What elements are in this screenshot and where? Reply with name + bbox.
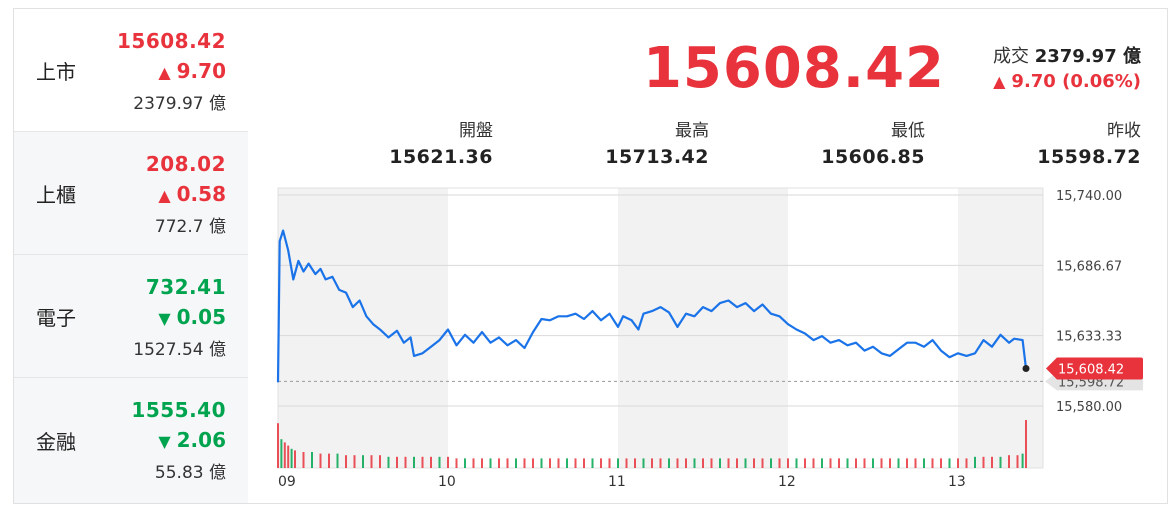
index-price: 15608.42	[116, 29, 226, 53]
down-triangle-icon: ▼	[158, 432, 171, 451]
index-item-1[interactable]: 上櫃 208.02 ▲ 0.58 772.7 億	[14, 132, 248, 255]
index-price: 732.41	[145, 275, 226, 299]
stat-label: 最低	[891, 121, 925, 141]
index-change: ▼ 2.06	[158, 428, 226, 452]
index-price: 208.02	[145, 152, 226, 176]
index-price: 1555.40	[131, 398, 226, 422]
index-change: ▼ 0.05	[158, 305, 226, 329]
index-item-0[interactable]: 上市 15608.42 ▲ 9.70 2379.97 億	[14, 9, 248, 132]
stat-prev-close: 昨收 15598.72	[1037, 116, 1141, 168]
index-name: 電子	[36, 305, 76, 330]
index-list: 上市 15608.42 ▲ 9.70 2379.97 億 上櫃 208.02 ▲ 0…	[14, 9, 248, 503]
down-triangle-icon: ▼	[158, 309, 171, 328]
index-change: ▲ 0.58	[158, 182, 226, 206]
current-price: 15608.42	[642, 36, 945, 101]
up-triangle-icon: ▲	[158, 186, 171, 205]
stat-label: 最高	[675, 121, 709, 141]
stat-value: 15598.72	[1037, 146, 1141, 168]
stat-value: 15621.36	[389, 146, 493, 168]
index-name: 上市	[36, 59, 76, 84]
index-volume: 1527.54 億	[133, 340, 226, 360]
index-volume: 772.7 億	[154, 217, 226, 237]
stat-open: 開盤 15621.36	[389, 116, 493, 168]
stat-label: 開盤	[459, 121, 493, 141]
up-triangle-icon: ▲	[158, 63, 171, 82]
index-volume: 55.83 億	[154, 463, 226, 483]
stat-value: 15606.85	[821, 146, 925, 168]
price-change: ▲ 9.70 (0.06%)	[993, 71, 1141, 92]
turnover: 成交 2379.97 億	[993, 46, 1141, 67]
stat-value: 15713.42	[605, 146, 709, 168]
index-name: 上櫃	[36, 182, 76, 207]
stat-high: 最高 15713.42	[605, 116, 709, 168]
up-triangle-icon: ▲	[993, 72, 1006, 91]
index-name: 金融	[36, 430, 76, 454]
stat-low: 最低 15606.85	[821, 116, 925, 168]
index-item-3[interactable]: 金融 1555.40 ▼ 2.06 55.83 億	[14, 378, 248, 503]
stat-label: 昨收	[1107, 121, 1141, 141]
turnover-value: 2379.97 億	[1034, 46, 1141, 67]
index-item-2[interactable]: 電子 732.41 ▼ 0.05 1527.54 億	[14, 255, 248, 378]
index-volume: 2379.97 億	[133, 94, 226, 114]
index-change: ▲ 9.70	[158, 59, 226, 83]
